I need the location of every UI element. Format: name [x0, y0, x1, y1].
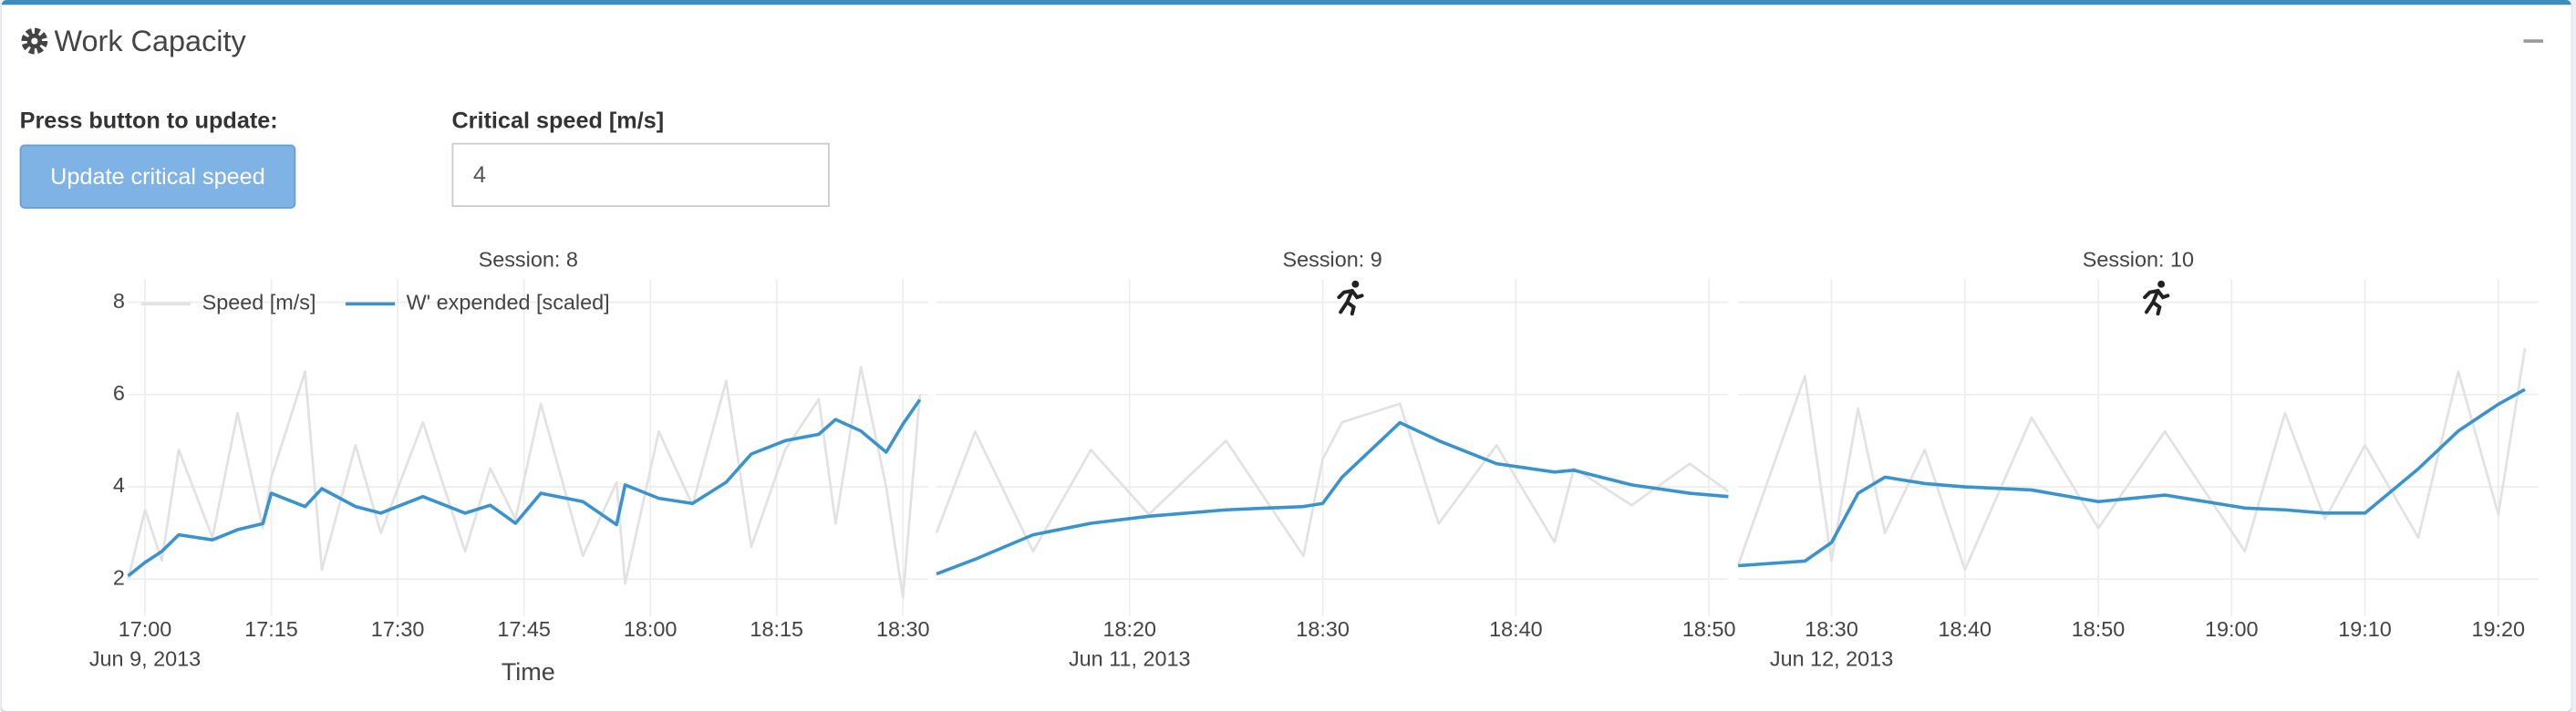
x-tick-label: 19:10 [2338, 617, 2392, 641]
speed-line [935, 402, 1730, 558]
runner-head [1351, 280, 1360, 288]
runner-head [2157, 280, 2166, 288]
y-tick-label: 4 [113, 473, 125, 497]
input-label: Critical speed [m/s] [451, 107, 665, 133]
x-tick-label: 18:50 [2072, 617, 2126, 641]
charts: 2 4 6 8 17:00 17:15 17:30 17:45 18:00 18:15 18:30 J… [89, 248, 2539, 686]
button-label: Press button to update: [19, 107, 278, 133]
x-tick-label: 19:00 [2205, 617, 2259, 641]
session-title: Session: 8 [479, 248, 578, 272]
wprime-line [936, 420, 1729, 576]
x-tick-label: 17:00 [119, 617, 172, 641]
x-tick-label: 18:30 [1805, 617, 1858, 641]
x-axis-title: Time [502, 658, 555, 686]
y-tick-label: 8 [113, 289, 125, 313]
speed-input[interactable]: 4 [451, 142, 830, 208]
x-tick-label: 17:15 [244, 617, 298, 641]
x-tick-label: 18:15 [750, 617, 803, 641]
collapse-button[interactable] [2523, 37, 2544, 44]
x-date-label: Jun 9, 2013 [89, 646, 201, 670]
x-tick-label: 18:40 [1489, 617, 1543, 641]
x-tick-label: 17:30 [371, 617, 425, 641]
session-title: Session: 10 [2083, 248, 2194, 272]
x-date-label: Jun 12, 2013 [1770, 646, 1893, 670]
x-tick-label: 17:45 [497, 617, 551, 641]
gear-icon [21, 27, 48, 55]
speed-line [1736, 347, 2527, 572]
x-tick-label: 18:40 [1939, 617, 1992, 641]
runner-icon [2143, 280, 2170, 316]
x-tick-label: 19:20 [2471, 617, 2525, 641]
x-tick-label: 18:20 [1102, 617, 1156, 641]
legend-label: Speed [m/s] [202, 291, 316, 315]
y-tick-label: 6 [113, 381, 125, 405]
legend-label: W' expended [scaled] [407, 291, 610, 315]
x-tick-label: 18:00 [624, 617, 678, 641]
box-title: Work Capacity [54, 25, 246, 58]
runner-body [1337, 288, 1364, 316]
x-tick-label: 18:50 [1682, 617, 1736, 641]
wprime-line [1738, 387, 2526, 568]
x-tick-label: 18:30 [876, 617, 930, 641]
runner-body [2143, 288, 2170, 316]
runner-icon [1337, 280, 1364, 316]
x-tick-label: 18:30 [1296, 617, 1350, 641]
y-tick-label: 2 [113, 565, 125, 589]
wprime-line [127, 398, 922, 578]
session-title: Session: 9 [1283, 248, 1382, 272]
speed-line [127, 366, 922, 599]
update-button[interactable]: Update critical speed [19, 144, 296, 209]
x-date-label: Jun 11, 2013 [1069, 646, 1191, 670]
